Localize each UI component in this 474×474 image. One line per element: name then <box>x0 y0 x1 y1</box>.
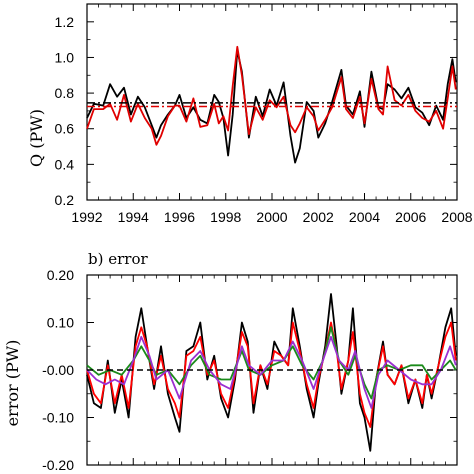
y-tick-label: -0.00 <box>42 362 74 378</box>
x-tick-label: 1992 <box>71 209 102 225</box>
y-tick-label: 0.20 <box>47 267 74 283</box>
panel-a: 1992 1994 1996 1998 2000 2002 2004 2006 2008 0.2 0… <box>27 3 473 225</box>
panel-b-ylabel: error (PW) <box>3 340 22 427</box>
x-tick-label: 1996 <box>164 209 195 225</box>
y-tick-label: 0.2 <box>55 192 75 208</box>
series-line-0 <box>86 49 457 164</box>
y-tick-label: 0.8 <box>55 85 75 101</box>
x-tick-label: 1994 <box>118 209 149 225</box>
x-tick-label: 2002 <box>303 209 334 225</box>
panel-b-title: b) error <box>88 250 148 268</box>
panel-a-ticks: 1992 1994 1996 1998 2000 2002 2004 2006 2008 0.2 0… <box>55 4 473 225</box>
series-line-1 <box>86 321 457 428</box>
y-tick-label: -0.20 <box>42 457 74 473</box>
x-tick-label: 2000 <box>256 209 287 225</box>
panel-a-series <box>86 45 457 164</box>
y-tick-label: 0.4 <box>55 156 75 172</box>
series-line-1 <box>86 45 457 146</box>
y-tick-label: 1.0 <box>55 49 75 65</box>
panel-b-series <box>86 293 457 452</box>
x-tick-label: 2004 <box>349 209 380 225</box>
panel-b: b) error -0.20 -0.10 -0.00 0.10 0.20 error (… <box>3 250 458 473</box>
y-tick-label: -0.10 <box>42 410 74 426</box>
panel-a-ylabel: Q (PW) <box>27 109 46 167</box>
series-line-0 <box>86 293 457 452</box>
x-tick-label: 2006 <box>395 209 426 225</box>
y-tick-label: 0.6 <box>55 121 75 137</box>
x-tick-label: 1998 <box>210 209 241 225</box>
y-tick-label: 0.10 <box>47 315 74 331</box>
x-tick-label: 2008 <box>441 209 472 225</box>
series-line-3 <box>86 335 457 409</box>
y-tick-label: 1.2 <box>55 14 75 30</box>
